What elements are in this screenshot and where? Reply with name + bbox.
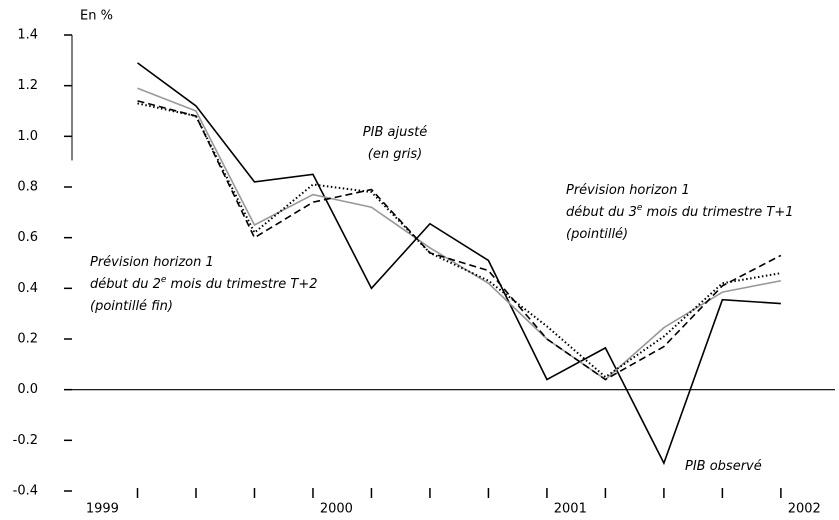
annotation-part: PIB observé	[685, 459, 762, 474]
y-tick-label: 0.6	[17, 230, 38, 245]
y-tick-label: 0.0	[17, 382, 38, 397]
annotation: Prévision horizon 1	[566, 183, 690, 198]
y-tick-label: 0.2	[17, 332, 38, 347]
annotation-part: e	[161, 275, 167, 285]
series-line	[137, 62, 781, 466]
annotation-part: e	[637, 203, 643, 213]
series-line	[137, 87, 782, 381]
x-tick-label: 2001	[554, 502, 587, 517]
annotation-part: (en gris)	[368, 147, 423, 162]
annotation: Prévision horizon 1	[90, 255, 214, 270]
x-tick-label: 2002	[788, 502, 821, 517]
y-axis-label: En %	[80, 9, 113, 24]
annotation-part: mois du trimestre T+1	[642, 205, 793, 220]
y-tick-label: -0.2	[13, 433, 38, 448]
annotation-part: mois du trimestre T+2	[166, 277, 317, 292]
annotation-part: Prévision horizon 1	[90, 255, 214, 270]
x-tick-label: 1999	[86, 502, 119, 517]
annotation-part: Prévision horizon 1	[566, 183, 690, 198]
annotation: début du 3e mois du trimestre T+1	[566, 203, 793, 220]
y-tick-label: 1.0	[17, 129, 38, 144]
annotation: (pointillé fin)	[90, 299, 173, 314]
annotation: (en gris)	[368, 147, 423, 162]
annotation: (pointillé)	[566, 227, 628, 242]
annotation-part: PIB ajusté	[363, 125, 427, 140]
annotation: PIB ajusté	[363, 125, 427, 140]
y-tick-label: -0.4	[13, 484, 38, 499]
series-line	[137, 102, 782, 379]
annotation: PIB observé	[685, 459, 762, 474]
annotation-part: début du 3	[566, 205, 637, 220]
annotation-part: début du 2	[90, 277, 161, 292]
x-tick-label: 2000	[320, 502, 353, 517]
series-line	[137, 100, 782, 381]
annotation: début du 2e mois du trimestre T+2	[90, 275, 317, 292]
annotation-part: (pointillé)	[566, 227, 628, 242]
y-tick-label: 0.4	[17, 281, 38, 296]
y-tick-label: 1.2	[17, 78, 38, 93]
y-tick-label: 1.4	[17, 28, 38, 43]
annotation-part: (pointillé fin)	[90, 299, 173, 314]
y-tick-label: 0.8	[17, 180, 38, 195]
